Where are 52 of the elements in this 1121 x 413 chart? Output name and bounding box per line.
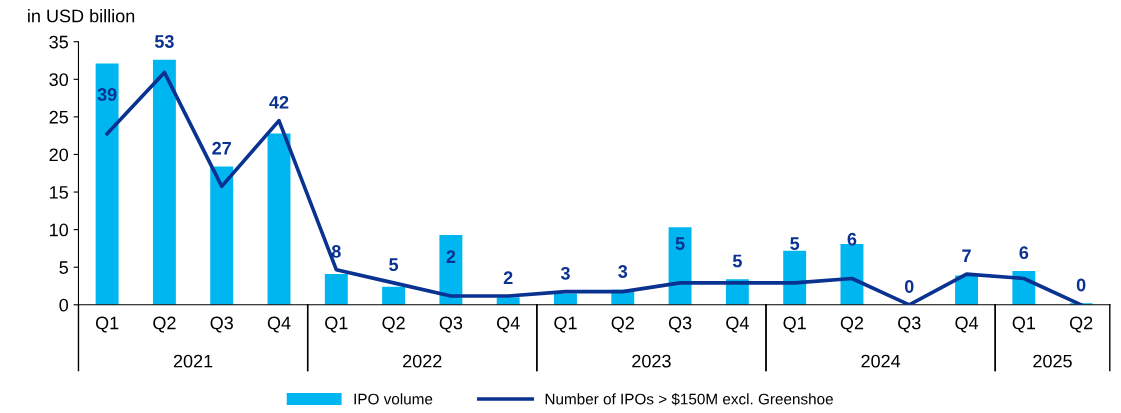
x-tick-label: Q4 (726, 316, 749, 333)
data-label: 2 (446, 250, 456, 263)
data-label: 5 (790, 237, 800, 250)
y-axis-title: in USD billion (28, 9, 135, 23)
x-tick-label: Q1 (554, 316, 577, 333)
y-tick-label: 15 (50, 186, 68, 199)
data-label: 5 (732, 254, 742, 268)
x-tick-label: Q1 (783, 316, 806, 333)
x-tick-label: Q2 (382, 316, 405, 333)
text: 2025 (1033, 354, 1072, 368)
y-tick-label: 5 (59, 261, 68, 274)
data-label: 42 (269, 95, 289, 109)
x-tick-label: Q1 (1012, 316, 1036, 333)
text: 2022 (403, 354, 442, 368)
data-label: 39 (97, 88, 117, 101)
text: 2024 (861, 354, 901, 368)
y-tick-label: 20 (49, 148, 69, 162)
text: 2021 (173, 354, 213, 368)
data-label: 6 (1019, 246, 1029, 260)
data-label: 7 (962, 249, 971, 263)
x-tick-label: Q4 (955, 316, 979, 333)
data-label: 5 (675, 237, 685, 250)
data-label: 6 (847, 232, 857, 246)
x-tick-label: Q2 (153, 316, 176, 333)
y-tick-label: 25 (49, 110, 68, 124)
data-label: 2 (503, 271, 513, 284)
x-tick-label: Q1 (325, 316, 348, 333)
x-tick-label: Q3 (210, 316, 233, 333)
x-tick-label: Q4 (267, 316, 291, 333)
data-label: 3 (560, 266, 570, 280)
y-tick-label: 10 (50, 223, 69, 237)
x-tick-label: Q2 (611, 316, 634, 333)
data-label: 0 (904, 280, 914, 293)
x-tick-label: Q3 (439, 316, 463, 333)
x-tick-label: Q4 (497, 316, 520, 333)
data-label: 5 (389, 258, 399, 271)
y-tick-label: 30 (49, 73, 69, 87)
x-tick-label: Q1 (95, 316, 119, 333)
x-tick-label: Q2 (1069, 316, 1093, 333)
legend-label: Number of IPOs > $150M excl. Greenshoe (545, 393, 833, 406)
data-label: 3 (618, 265, 628, 278)
x-tick-label: Q3 (898, 316, 921, 333)
x-tick-label: Q2 (840, 316, 864, 333)
legend-label: IPO volume (354, 393, 433, 405)
data-label: 27 (212, 141, 231, 155)
data-label: 8 (331, 245, 341, 258)
data-label: 0 (1076, 278, 1086, 292)
x-tick-label: Q3 (668, 316, 692, 333)
y-tick-label: 0 (59, 298, 69, 312)
y-tick-label: 35 (49, 35, 68, 49)
text: 2023 (632, 354, 671, 368)
data-label: 53 (154, 35, 174, 48)
